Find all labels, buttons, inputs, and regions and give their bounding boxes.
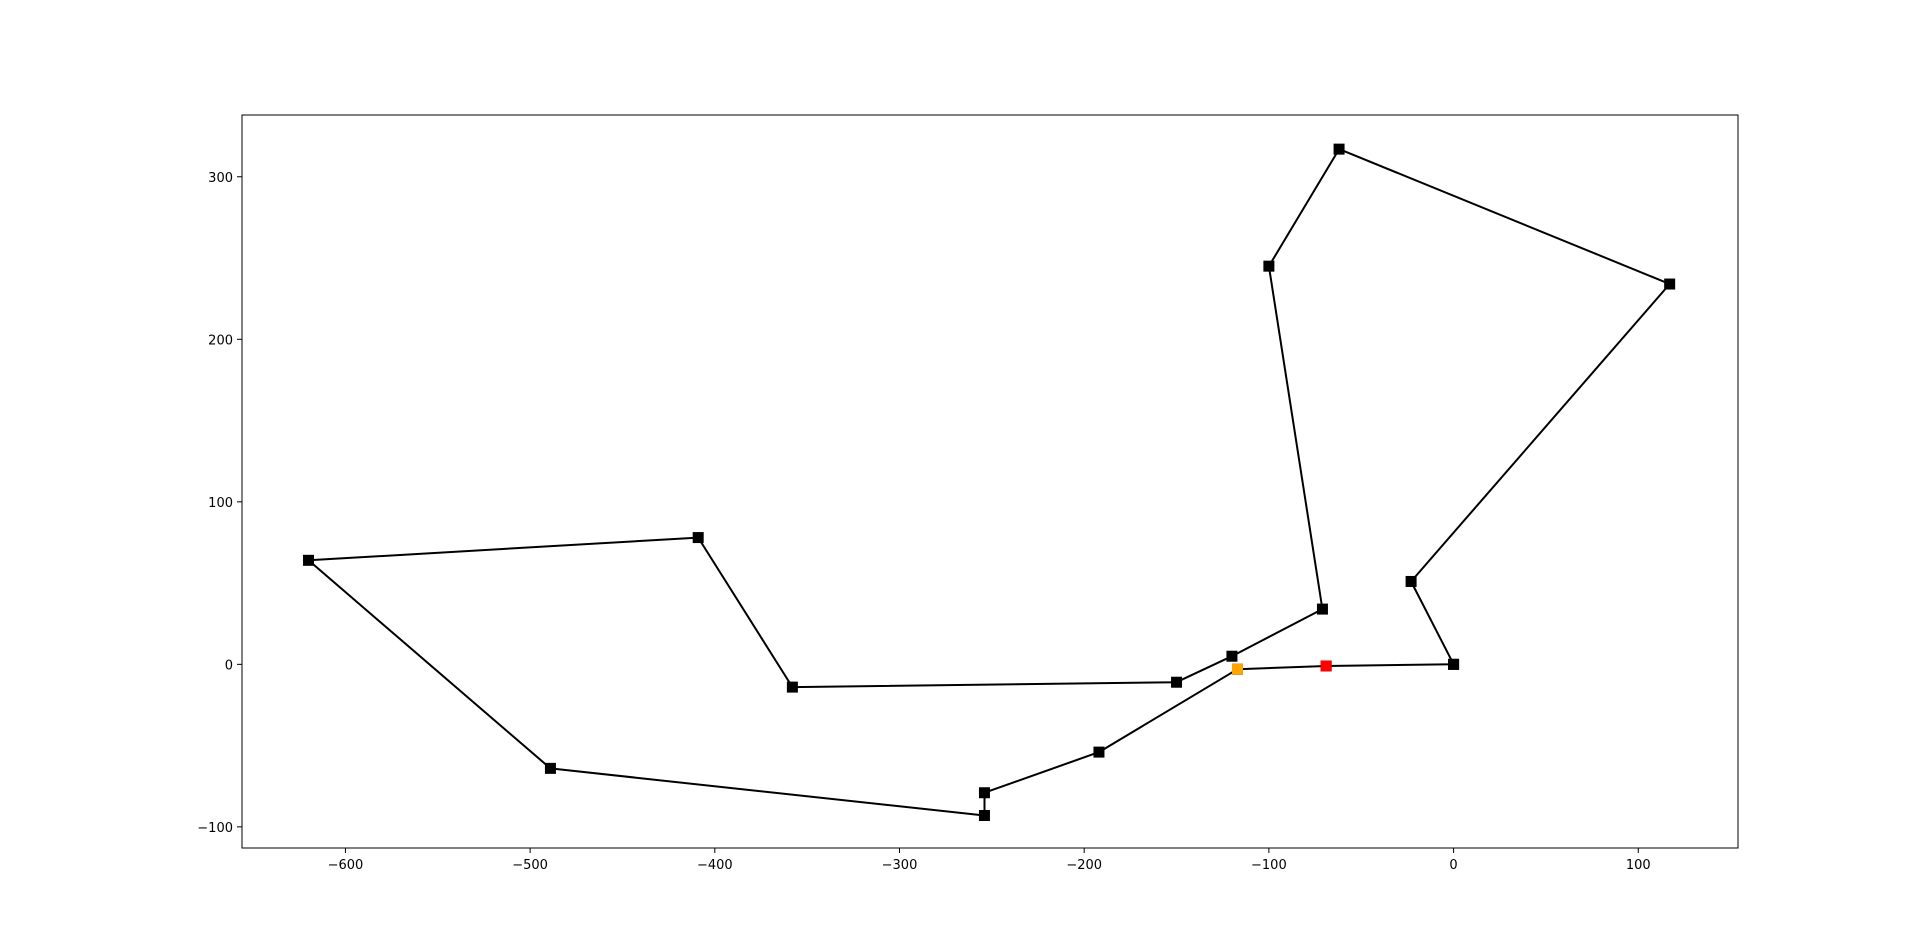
highlight-point-marker — [1320, 660, 1332, 672]
axes-frame — [241, 114, 1739, 849]
data-point-marker — [1448, 658, 1460, 670]
data-point-marker — [1333, 143, 1345, 155]
data-point-marker — [1316, 603, 1328, 615]
x-tick-label: −500 — [512, 858, 548, 873]
highlight-layer — [1231, 660, 1332, 675]
data-point-marker — [1664, 278, 1676, 290]
data-point-marker — [978, 787, 990, 799]
x-tick-label: −100 — [1251, 858, 1287, 873]
y-tick-label: 300 — [208, 171, 233, 186]
x-tick-label: −200 — [1066, 858, 1102, 873]
x-tick-label: −400 — [697, 858, 733, 873]
data-point-marker — [1171, 676, 1183, 688]
highlight-point-marker — [1231, 663, 1243, 675]
y-tick-label: −100 — [197, 821, 233, 836]
data-point-marker — [978, 809, 990, 821]
y-axis-ticks: −100 0 100 200 300 — [197, 171, 242, 836]
x-tick-label: −600 — [328, 858, 364, 873]
x-tick-label: 0 — [1449, 858, 1457, 873]
y-tick-label: 100 — [208, 496, 233, 511]
data-point-marker — [1263, 260, 1275, 272]
x-tick-label: −300 — [882, 858, 918, 873]
data-point-marker — [786, 681, 798, 693]
y-tick-label: 200 — [208, 333, 233, 348]
x-tick-label: 100 — [1626, 858, 1651, 873]
plot-area: −600 −500 −400 −300 −200 −100 0 100 −100 0 100 200… — [197, 114, 1739, 873]
x-axis-ticks: −600 −500 −400 −300 −200 −100 0 100 — [328, 848, 1651, 873]
data-point-marker — [692, 532, 704, 544]
data-point-marker — [1405, 575, 1417, 587]
data-point-marker — [1226, 650, 1238, 662]
data-point-marker — [1093, 746, 1105, 758]
route-line — [307, 148, 1671, 817]
series-layer — [307, 148, 1671, 817]
y-tick-label: 0 — [225, 658, 233, 673]
data-point-marker — [544, 762, 556, 774]
data-point-marker — [302, 554, 314, 566]
